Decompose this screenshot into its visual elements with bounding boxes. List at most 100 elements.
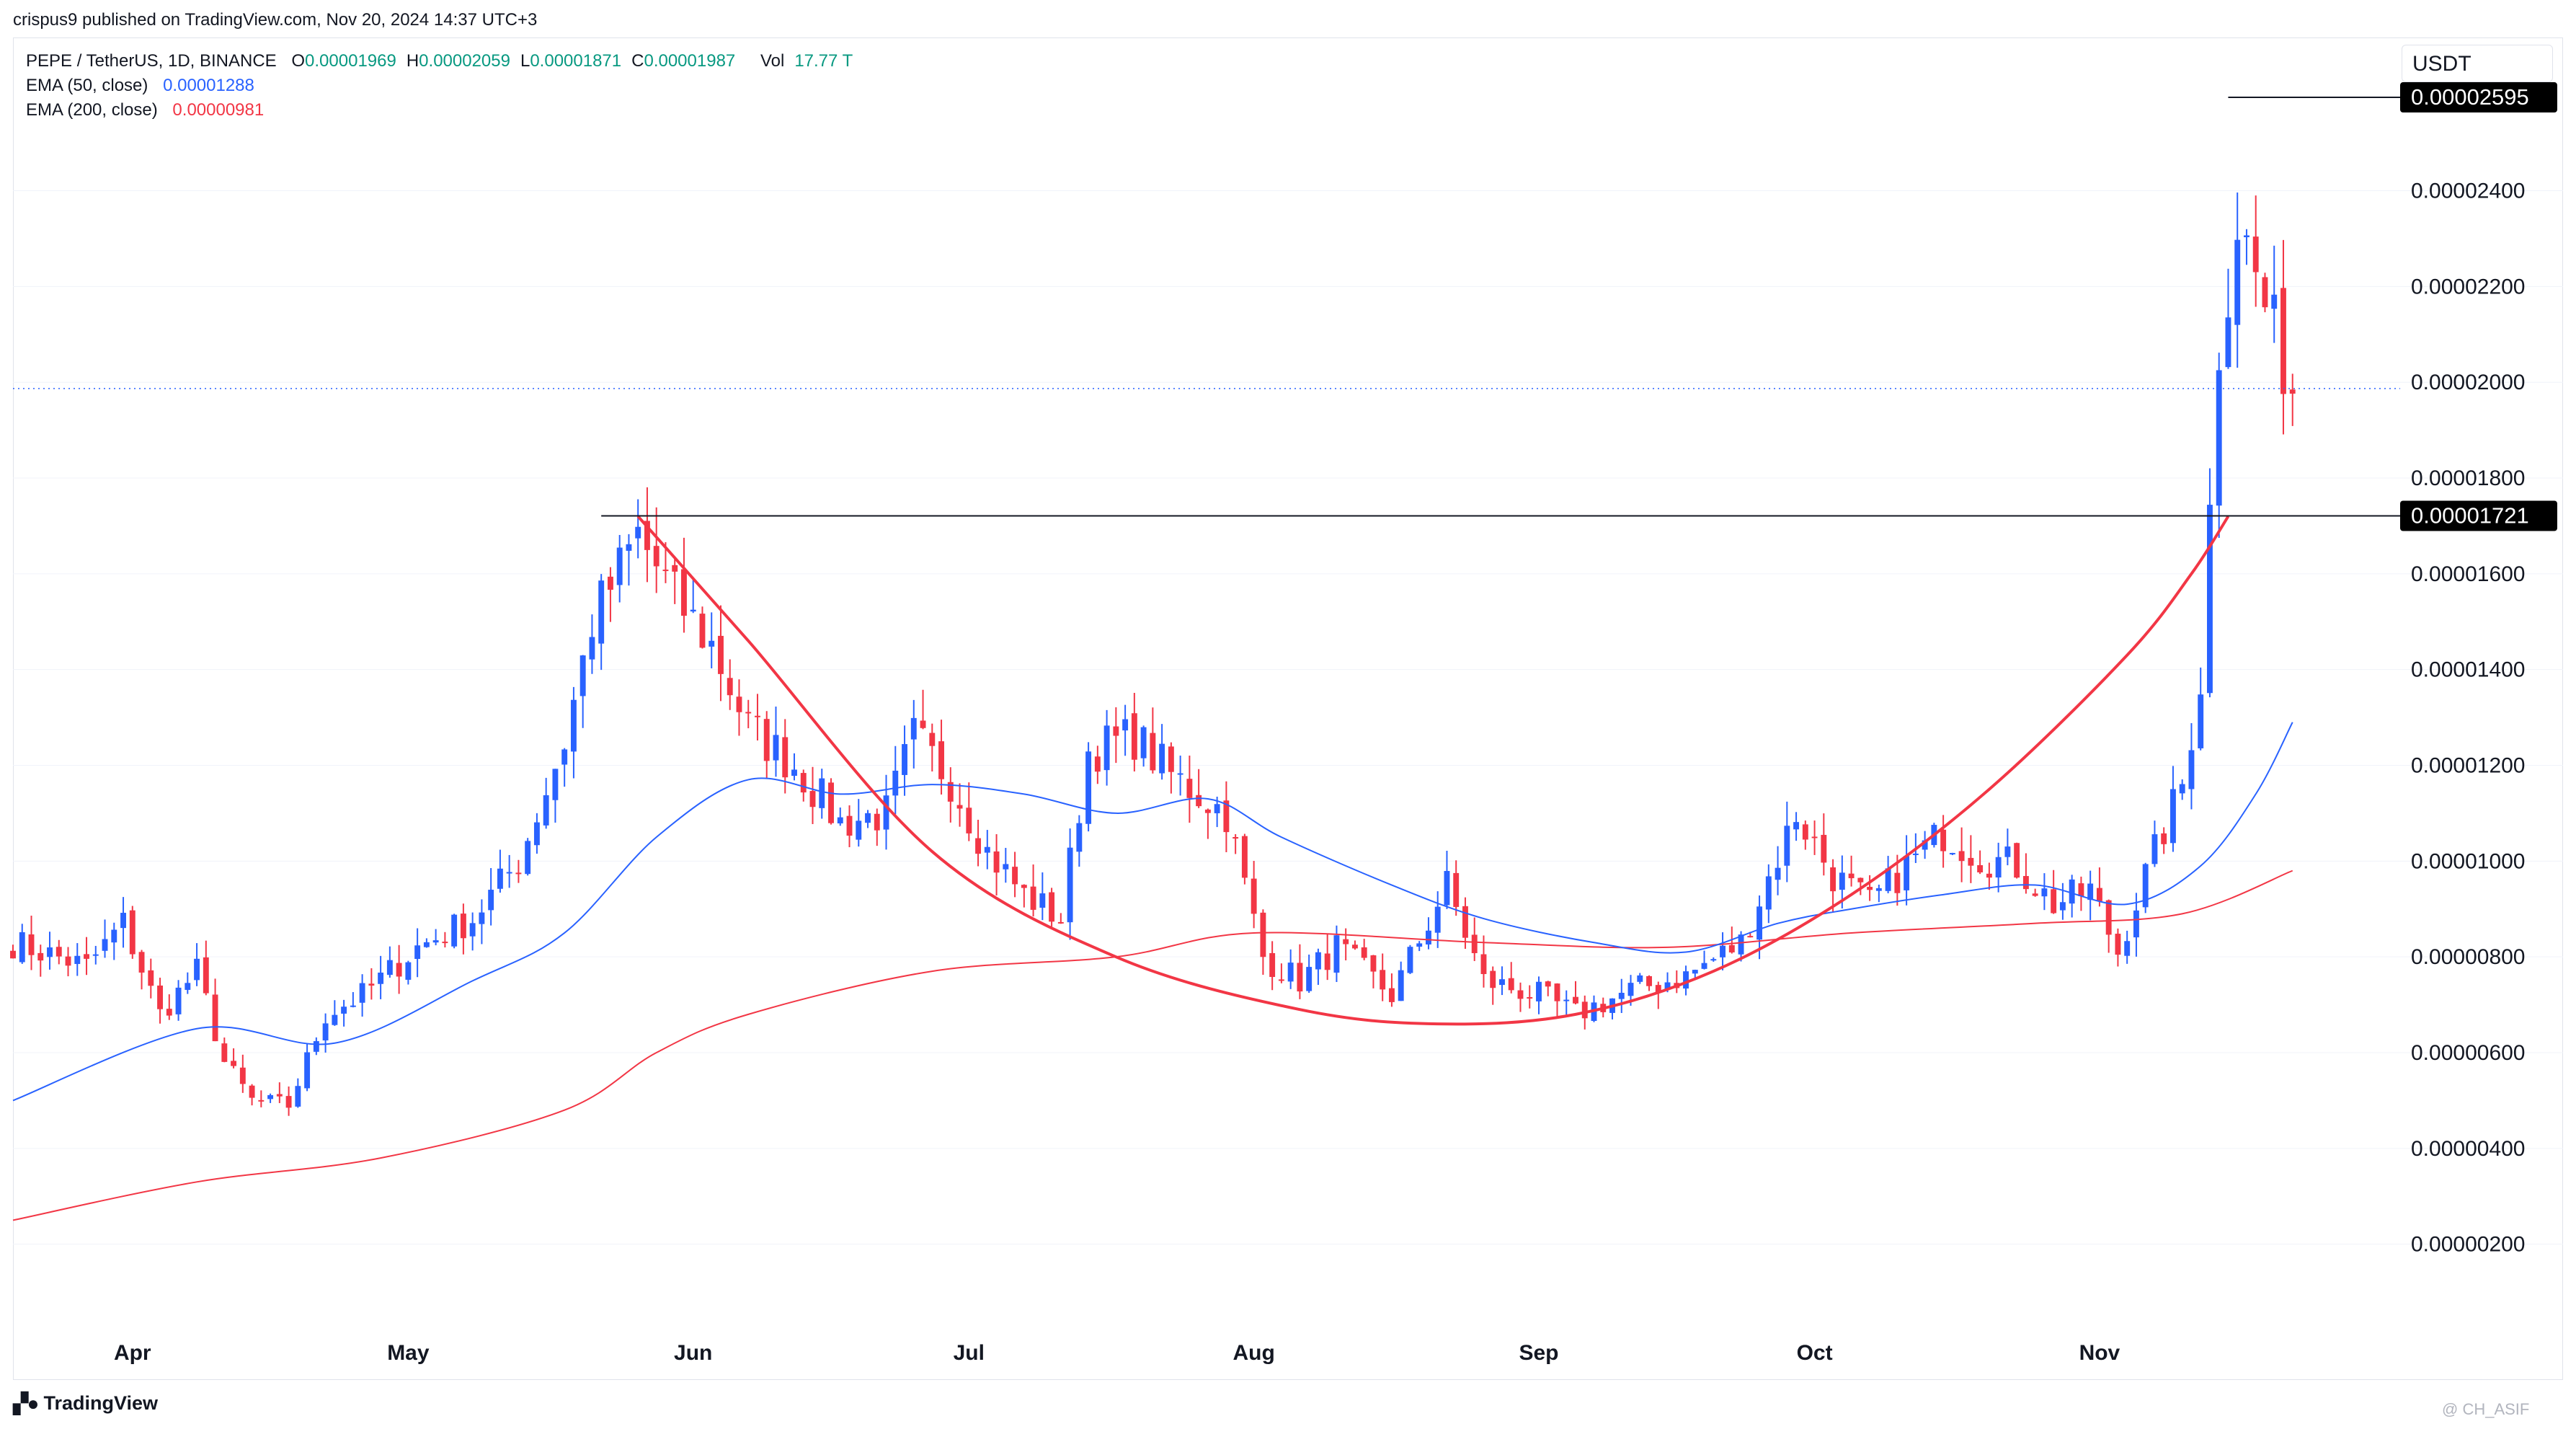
candle-body	[984, 846, 990, 853]
candle-body	[2059, 902, 2066, 911]
candle-body	[322, 1023, 329, 1041]
candle-body	[920, 720, 926, 728]
candle-body	[1049, 892, 1055, 922]
candle-body	[304, 1052, 311, 1089]
ema200-legend-row[interactable]: EMA (200, close) 0.00000981	[26, 98, 873, 123]
candle-body	[1140, 727, 1147, 758]
candle-body	[1388, 988, 1395, 1002]
candle-body	[479, 912, 485, 924]
candle-body	[1416, 943, 1423, 947]
candle-body	[1103, 725, 1110, 771]
candle-body	[1177, 773, 1183, 775]
candle-body	[2234, 239, 2241, 325]
candle-body	[2280, 288, 2286, 394]
ohlc-key-h: H	[406, 51, 419, 71]
candle-body	[1508, 978, 1514, 991]
candle-body	[782, 737, 789, 778]
candle-body	[1012, 867, 1018, 885]
candle-body	[2244, 235, 2249, 237]
candle-body	[1958, 851, 1965, 862]
candle-body	[1214, 804, 1220, 813]
x-tick-label: Jun	[674, 1341, 712, 1365]
candle-body	[966, 808, 972, 833]
tradingview-logo-text: TradingView	[43, 1392, 158, 1414]
candle-body	[396, 963, 402, 977]
candle-body	[1204, 809, 1211, 813]
candle-body	[2087, 883, 2094, 901]
candle-body	[267, 1094, 274, 1100]
candle-body	[1940, 829, 1947, 851]
candle-body	[1306, 967, 1313, 991]
candle-body	[763, 719, 770, 761]
candle-body	[1573, 996, 1578, 1004]
symbol-label[interactable]: PEPE / TetherUS, 1D, BINANCE	[26, 51, 277, 71]
candle-body	[157, 985, 164, 1009]
tradingview-logo[interactable]: ▞● TradingView	[13, 1392, 158, 1415]
candle-body	[1904, 856, 1910, 890]
candle-body	[1094, 756, 1101, 772]
candle-body	[2225, 317, 2231, 368]
candle-body	[515, 872, 522, 875]
candle-body	[313, 1041, 319, 1052]
candle-body	[2151, 834, 2158, 864]
candle-body	[1581, 1001, 1588, 1019]
candle-body	[185, 983, 191, 990]
candle-body	[653, 546, 659, 567]
candle-body	[589, 637, 595, 660]
ema50-value: 0.00001288	[163, 76, 254, 95]
candle-body	[1775, 867, 1781, 880]
volume-value: Vol 17.77 T	[760, 51, 853, 71]
candle-body	[84, 954, 89, 959]
candle-body	[1186, 779, 1193, 798]
chart-panel[interactable]	[13, 37, 2563, 1380]
candle-body	[552, 769, 559, 800]
y-tick-label: 0.00002400	[2411, 180, 2526, 203]
candle-body	[644, 521, 650, 550]
candle-body	[1912, 853, 1919, 855]
candle-body	[2161, 833, 2167, 844]
candle-body	[1021, 885, 1027, 888]
candle-body	[1701, 963, 1707, 969]
candle-body	[1223, 800, 1230, 833]
candle-body	[773, 735, 779, 761]
candle-body	[975, 838, 982, 854]
candle-body	[55, 947, 62, 957]
candle-body	[1627, 983, 1634, 996]
candle-body	[1793, 822, 1800, 830]
candle-body	[1398, 970, 1404, 1001]
candle-body	[1995, 857, 2002, 878]
currency-selector[interactable]: USDT	[2402, 45, 2553, 82]
candle-body	[65, 956, 71, 966]
candle-body	[2252, 236, 2259, 273]
candle-body	[745, 712, 752, 714]
candle-body	[111, 929, 117, 943]
candle-body	[1977, 864, 1984, 872]
candle-body	[1545, 981, 1551, 987]
ema50-legend-row[interactable]: EMA (50, close) 0.00001288	[26, 74, 873, 98]
candle-body	[993, 851, 1000, 873]
candle-body	[1968, 857, 1974, 866]
candle-body	[1039, 893, 1046, 908]
candle-body	[2051, 889, 2057, 913]
candle-body	[1637, 975, 1643, 982]
y-tick-label: 0.00002000	[2411, 371, 2526, 394]
candle-body	[405, 962, 412, 980]
y-tick-label: 0.00002200	[2411, 275, 2526, 298]
candle-body	[1867, 887, 1873, 890]
candle-body	[1343, 939, 1349, 944]
candle-body	[1802, 824, 1808, 840]
ohlc-key-c: C	[631, 51, 644, 71]
candle-body	[1251, 878, 1257, 914]
candle-body	[1333, 935, 1340, 973]
candle-body	[828, 782, 834, 823]
ohlc-value-c: 0.00001987	[644, 51, 736, 71]
candle-body	[579, 655, 586, 696]
candle-body	[341, 1007, 347, 1014]
candle-body	[672, 565, 678, 572]
level-badge	[2400, 82, 2557, 113]
candle-body	[533, 822, 540, 846]
candle-body	[2096, 888, 2102, 901]
candle-body	[1949, 853, 1955, 855]
candle-body	[1839, 872, 1845, 890]
